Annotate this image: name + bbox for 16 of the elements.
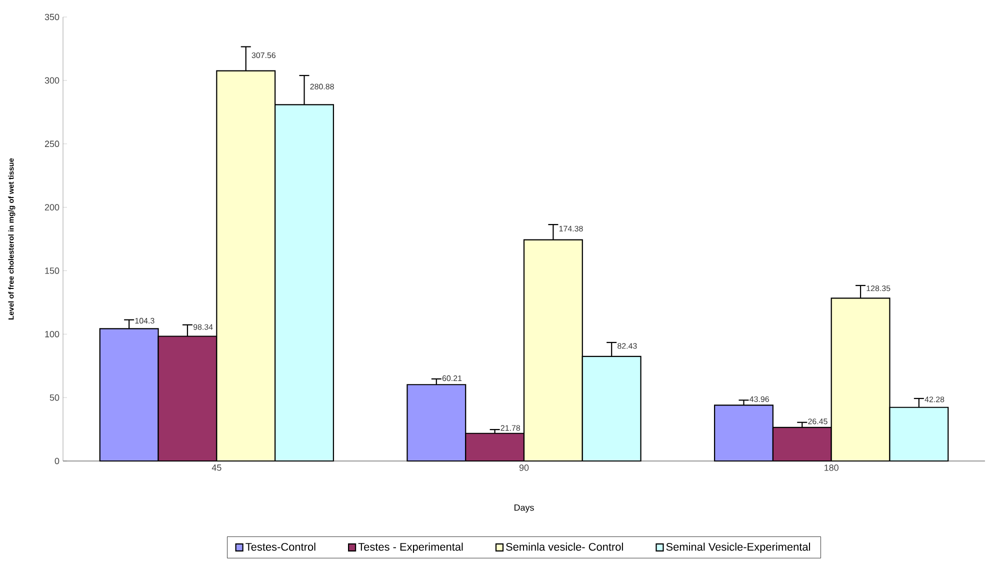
y-tick-label: 350 [44,14,60,20]
y-tick-label: 250 [44,140,60,148]
x-tick-label: 180 [824,464,838,471]
legend-label: Testes-Control [246,542,316,551]
y-tick-label: 0 [54,458,60,464]
legend-label: Seminal Vesicle-Experimental [666,542,810,553]
y-tick-label: 150 [45,268,60,274]
y-tick-label: 100 [45,330,60,338]
x-axis-title: Days [514,504,534,513]
x-tick-label: 90 [519,464,529,471]
y-tick-label: 300 [44,77,60,84]
y-tick-label: 200 [44,204,60,210]
legend-label: Testes - Experimental [358,542,463,553]
x-tick-label: 45 [212,464,222,471]
legend-label: Seminla vesicle- Control [506,542,623,551]
y-tick-label: 50 [50,394,60,401]
